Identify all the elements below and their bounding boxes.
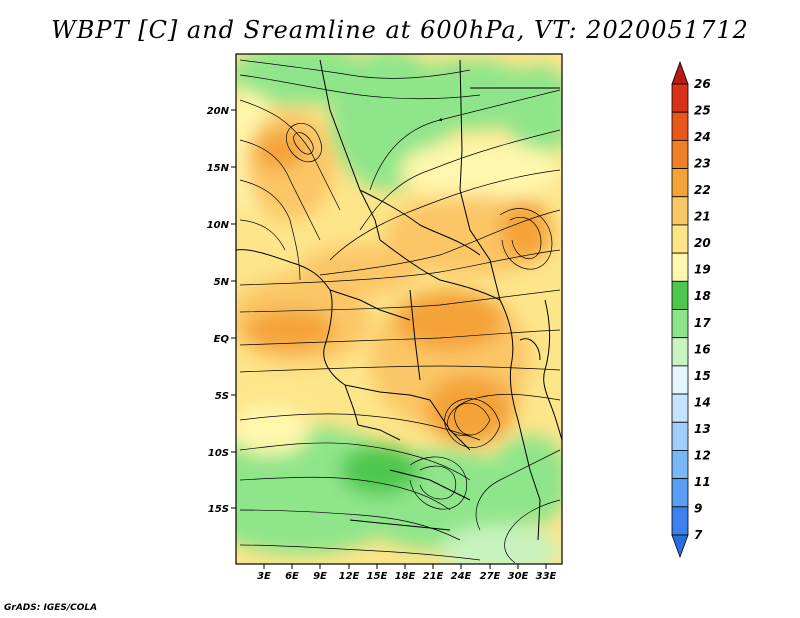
colorbar-label: 26	[694, 77, 711, 91]
colorbar-min-triangle	[671, 534, 689, 559]
lat-label: 20N	[207, 106, 230, 117]
colorbar-label: 17	[694, 316, 711, 330]
lon-ticks	[263, 564, 547, 569]
colorbar-label: 20	[694, 236, 711, 250]
lon-label: 24E	[451, 571, 472, 582]
colorbar-label: 16	[694, 342, 711, 356]
colorbar: 26 25 24 23 22 21 20 19 18 17 16 15 14 13 12 11 9 7	[671, 60, 711, 559]
colorbar-swatch	[671, 83, 689, 113]
grads-credit: GrADS: IGES/COLA	[4, 603, 98, 613]
lon-label: 21E	[423, 571, 444, 582]
lon-label: 3E	[257, 571, 271, 582]
colorbar-swatch	[671, 224, 689, 254]
colorbar-label: 9	[694, 501, 702, 515]
lon-label: 9E	[313, 571, 327, 582]
colorbar-swatch	[671, 280, 689, 310]
colorbar-swatch	[671, 450, 689, 480]
country-borders	[236, 59, 562, 541]
colorbar-max-triangle	[671, 60, 689, 85]
colorbar-label: 23	[694, 157, 711, 171]
colorbar-swatch	[671, 252, 689, 282]
colorbar-swatch	[671, 111, 689, 141]
lon-label: 27E	[480, 571, 501, 582]
colorbar-swatch	[671, 421, 689, 451]
colorbar-label: 14	[694, 395, 711, 409]
lon-label: 6E	[285, 571, 299, 582]
colorbar-label: 24	[694, 130, 711, 144]
colorbar-label: 15	[694, 369, 711, 383]
lat-label: 5N	[214, 277, 230, 288]
colorbar-swatch	[671, 168, 689, 198]
map-frame	[235, 53, 563, 565]
lon-label: 30E	[508, 571, 529, 582]
colorbar-swatch	[671, 506, 689, 536]
colorbar-swatch	[671, 365, 689, 395]
colorbar-swatch	[671, 337, 689, 367]
colorbar-swatch	[671, 309, 689, 339]
lat-label: EQ	[214, 334, 230, 345]
wbpt-shading	[236, 54, 562, 564]
lon-label: 12E	[339, 571, 360, 582]
colorbar-label: 11	[694, 475, 711, 489]
map-title: WBPT [C] and Sreamline at 600hPa, VT: 20…	[51, 16, 749, 44]
colorbar-label: 18	[694, 289, 711, 303]
colorbar-label: 25	[694, 104, 711, 118]
lat-label: 15N	[207, 163, 230, 174]
lat-label: 5S	[215, 391, 229, 402]
lon-label: 15E	[367, 571, 388, 582]
colorbar-swatch	[671, 393, 689, 423]
lat-label: 10N	[207, 220, 230, 231]
colorbar-label: 12	[694, 448, 711, 462]
colorbar-label: 7	[694, 528, 703, 542]
colorbar-swatch	[671, 478, 689, 508]
lat-label: 10S	[208, 448, 229, 459]
lat-label: 15S	[208, 504, 229, 515]
lat-ticks	[231, 109, 236, 509]
colorbar-label: 21	[694, 210, 711, 224]
colorbar-label: 22	[694, 183, 711, 197]
colorbar-swatch	[671, 196, 689, 226]
lon-label: 33E	[536, 571, 557, 582]
colorbar-swatch	[671, 139, 689, 169]
streamlines	[239, 59, 561, 564]
colorbar-label: 19	[694, 263, 711, 277]
lon-label: 18E	[395, 571, 416, 582]
colorbar-label: 13	[694, 422, 711, 436]
